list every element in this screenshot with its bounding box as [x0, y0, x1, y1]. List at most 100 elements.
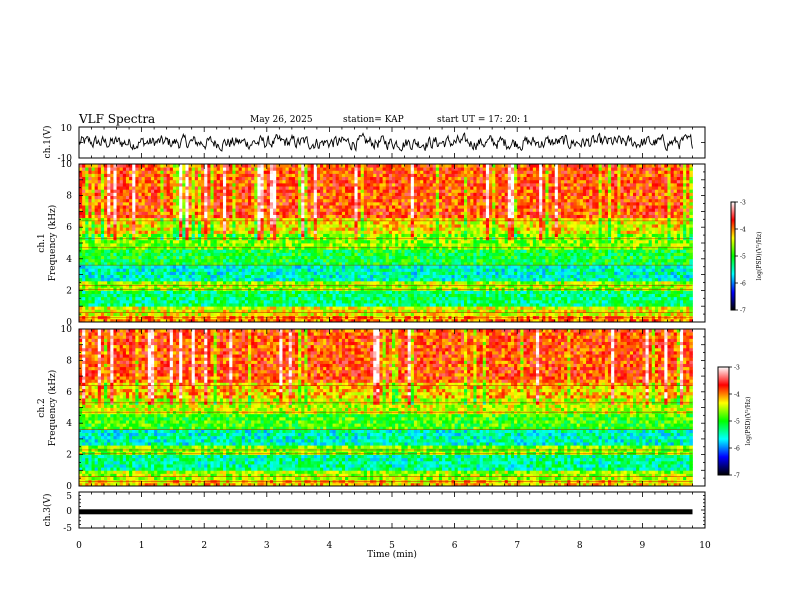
spectrogram-cell [454, 318, 459, 323]
spectrogram-cell [335, 243, 340, 247]
spectrogram-cell [360, 274, 365, 279]
spectrogram-cell [454, 290, 459, 294]
spectrogram-cell [557, 306, 562, 310]
spectrogram-cell [157, 268, 161, 272]
spectrogram-cell [385, 243, 390, 247]
spectrogram-cell [241, 296, 246, 301]
spectrogram-cell [398, 290, 402, 294]
spectrogram-cell [501, 261, 506, 266]
spectrogram-cell [554, 252, 559, 257]
spectrogram-cell [135, 274, 139, 279]
spectrogram-cell [154, 312, 158, 317]
spectrogram-cell [582, 274, 587, 279]
spectrogram-cell [645, 265, 650, 269]
spectrogram-cell [676, 249, 681, 253]
spectrogram-cell [110, 287, 114, 291]
spectrogram-cell [241, 312, 246, 317]
spectrogram-cell [498, 312, 502, 317]
spectrogram-cell [354, 280, 358, 285]
spectrogram-cell [492, 303, 496, 307]
spectrogram-cell [288, 243, 293, 247]
spectrogram-cell [664, 287, 668, 291]
spectrogram-cell [179, 306, 183, 310]
spectrogram-cell [119, 303, 124, 307]
spectrogram-cell [316, 268, 321, 272]
spectrogram-cell [651, 280, 656, 285]
spectrogram-cell [204, 296, 208, 301]
spectrogram-cell [132, 258, 136, 263]
spectrogram-cell [564, 271, 568, 275]
spectrogram-cell [507, 306, 512, 310]
spectrogram-cell [492, 274, 496, 279]
spectrogram-cell [645, 287, 650, 291]
spectrogram-cell [679, 287, 684, 291]
spectrogram-cell [442, 255, 446, 260]
spectrogram-cell [429, 252, 434, 257]
spectrogram-cell [510, 255, 515, 260]
spectrogram-cell [354, 287, 358, 291]
spectrogram-cell [567, 265, 571, 269]
spectrogram-cell [345, 258, 349, 263]
spectrogram-cell [216, 271, 221, 275]
spectrogram-cell [313, 243, 318, 247]
spectrogram-cell [125, 290, 130, 294]
spectrogram-cell [388, 277, 393, 282]
spectrogram-cell [263, 249, 268, 253]
spectrogram-cell [235, 249, 240, 253]
spectrogram-cell [119, 243, 124, 247]
spectrogram-cell [670, 268, 675, 272]
spectrogram-cell [432, 265, 437, 269]
spectrogram-cell [294, 290, 299, 294]
spectrogram-cell [604, 271, 609, 275]
spectrogram-cell [554, 309, 559, 313]
spectrogram-cell [401, 290, 405, 294]
spectrogram-cell [573, 243, 578, 247]
spectrogram-cell [222, 290, 227, 294]
spectrogram-cell [420, 258, 424, 263]
spectrogram-cell [473, 271, 477, 275]
spectrogram-cell [620, 261, 625, 266]
spectrogram-cell [104, 296, 108, 301]
spectrogram-cell [201, 258, 205, 263]
spectrogram-cell [492, 265, 496, 269]
spectrogram-cell [269, 261, 274, 266]
spectrogram-cell [213, 243, 218, 247]
spectrogram-cell [479, 268, 484, 272]
spectrogram-cell [241, 280, 246, 285]
spectrogram-cell [479, 287, 484, 291]
spectrogram-cell [617, 280, 621, 285]
spectrogram-cell [595, 280, 599, 285]
spectrogram-cell [294, 299, 299, 304]
spectrogram-cell [357, 258, 362, 263]
spectrogram-cell [138, 255, 142, 260]
spectrogram-cell [545, 303, 549, 307]
spectrogram-cell [138, 293, 142, 298]
spectrogram-cell [451, 299, 455, 304]
spectrogram-cell [476, 271, 481, 275]
spectrogram-cell [448, 293, 452, 298]
spectrogram-cell [598, 274, 603, 279]
spectrogram-cell [551, 261, 556, 266]
spectrogram-cell [348, 312, 352, 317]
spectrogram-cell [385, 299, 390, 304]
spectrogram-cell [107, 312, 111, 317]
spectrogram-cell [132, 287, 136, 291]
spectrogram-cell [163, 274, 168, 279]
spectrogram-cell [238, 255, 243, 260]
spectrogram-cell [432, 255, 437, 260]
spectrogram-cell [298, 255, 302, 260]
spectrogram-cell [244, 290, 249, 294]
spectrogram-cell [363, 249, 368, 253]
spectrogram-cell [457, 299, 462, 304]
spectrogram-cell [535, 255, 540, 260]
spectrogram-cell [435, 258, 440, 263]
spectrogram-cell [354, 296, 358, 301]
spectrogram-cell [235, 258, 240, 263]
spectrogram-cell [607, 290, 612, 294]
spectrogram-cell [229, 255, 233, 260]
spectrogram-cell [413, 255, 418, 260]
spectrogram-cell [535, 261, 540, 266]
spectrogram-cell [535, 274, 540, 279]
spectrogram-cell [489, 277, 493, 282]
spectrogram-cell [623, 312, 628, 317]
